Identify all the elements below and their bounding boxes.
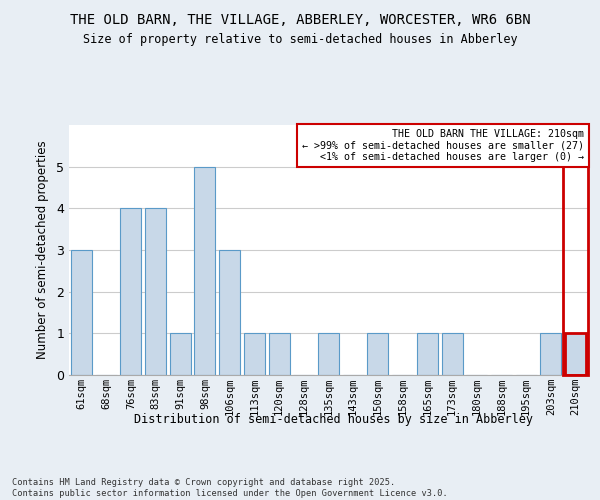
- Bar: [194, 166, 215, 375]
- Bar: [318, 334, 339, 375]
- Bar: [541, 334, 562, 375]
- Text: THE OLD BARN, THE VILLAGE, ABBERLEY, WORCESTER, WR6 6BN: THE OLD BARN, THE VILLAGE, ABBERLEY, WOR…: [70, 12, 530, 26]
- Bar: [120, 208, 141, 375]
- Bar: [367, 334, 388, 375]
- Bar: [219, 250, 240, 375]
- Bar: [417, 334, 438, 375]
- Bar: [565, 334, 586, 375]
- Bar: [244, 334, 265, 375]
- Text: Distribution of semi-detached houses by size in Abberley: Distribution of semi-detached houses by …: [134, 412, 533, 426]
- Text: THE OLD BARN THE VILLAGE: 210sqm
← >99% of semi-detached houses are smaller (27): THE OLD BARN THE VILLAGE: 210sqm ← >99% …: [302, 129, 584, 162]
- Bar: [563, 125, 588, 375]
- Text: Size of property relative to semi-detached houses in Abberley: Size of property relative to semi-detach…: [83, 32, 517, 46]
- Bar: [442, 334, 463, 375]
- Y-axis label: Number of semi-detached properties: Number of semi-detached properties: [36, 140, 49, 360]
- Bar: [71, 250, 92, 375]
- Bar: [269, 334, 290, 375]
- Bar: [145, 208, 166, 375]
- Text: Contains HM Land Registry data © Crown copyright and database right 2025.
Contai: Contains HM Land Registry data © Crown c…: [12, 478, 448, 498]
- Bar: [170, 334, 191, 375]
